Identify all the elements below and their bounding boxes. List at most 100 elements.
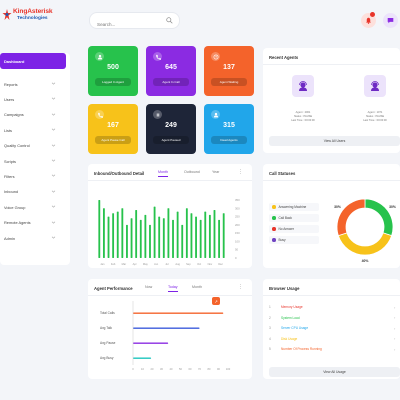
stat-label-button[interactable]: Agent Paused bbox=[153, 136, 189, 144]
agent-avatar[interactable] bbox=[364, 75, 386, 97]
stat-label-button[interactable]: Agent In Call bbox=[153, 78, 189, 86]
stat-label-button[interactable]: Logged In Agent bbox=[95, 78, 131, 86]
bar[interactable] bbox=[172, 219, 174, 258]
bar[interactable] bbox=[116, 211, 119, 258]
sidebar-item-dashboard[interactable]: Dashboard bbox=[0, 53, 66, 69]
stat-card-agent-in-call[interactable]: 645 Agent In Call bbox=[146, 46, 196, 96]
stat-label-button[interactable]: Agent Pause Call bbox=[95, 136, 131, 144]
messages-button[interactable] bbox=[383, 13, 398, 28]
x-tick-label: 0 bbox=[132, 367, 134, 371]
usage-row[interactable]: 3 Server CPU Usage › bbox=[269, 324, 400, 332]
bell-icon bbox=[366, 17, 371, 24]
usage-row[interactable]: 5 Number Of Process Running › bbox=[269, 345, 400, 353]
bar[interactable] bbox=[176, 211, 179, 258]
tab-now[interactable]: Now bbox=[145, 285, 153, 289]
sidebar-item-filters[interactable]: Filters bbox=[0, 170, 70, 182]
sidebar-item-campaigns[interactable]: Campaigns bbox=[0, 109, 70, 121]
bar[interactable] bbox=[181, 224, 184, 258]
agent-avatar[interactable] bbox=[292, 75, 314, 97]
bar[interactable] bbox=[102, 208, 105, 258]
bar[interactable] bbox=[213, 209, 216, 258]
perf-bar[interactable] bbox=[133, 312, 224, 314]
x-tick-label: Mar bbox=[122, 262, 127, 266]
sidebar-item-voice-group[interactable]: Voice Group bbox=[0, 201, 70, 213]
stat-card-agent-paused[interactable]: 249 Agent Paused bbox=[146, 104, 196, 154]
bar[interactable] bbox=[167, 208, 170, 258]
bar[interactable] bbox=[195, 216, 197, 258]
bar[interactable] bbox=[107, 216, 110, 258]
stat-card-agent-waiting[interactable]: 137 Agent Waiting bbox=[204, 46, 254, 96]
bar[interactable] bbox=[158, 216, 161, 258]
legend-item[interactable]: No Answer bbox=[269, 225, 319, 233]
bar[interactable] bbox=[222, 213, 225, 258]
legend-item[interactable]: Busy bbox=[269, 236, 319, 244]
perf-bar[interactable] bbox=[133, 357, 152, 359]
sidebar-item-lists[interactable]: Lists bbox=[0, 124, 70, 136]
legend-item[interactable]: Answering Machine bbox=[269, 203, 319, 211]
sidebar-item-reports[interactable]: Reports bbox=[0, 78, 70, 90]
chevron-right-icon: › bbox=[394, 325, 396, 331]
bar[interactable] bbox=[121, 208, 124, 258]
donut-slice[interactable] bbox=[336, 198, 366, 237]
tab-month[interactable]: Month bbox=[158, 170, 168, 174]
trend-icon[interactable]: ↗ bbox=[212, 297, 220, 305]
bar[interactable] bbox=[208, 214, 211, 258]
sidebar-item-scripts[interactable]: Scripts bbox=[0, 155, 70, 167]
x-tick-label: 20 bbox=[151, 367, 154, 371]
bar[interactable] bbox=[153, 206, 156, 258]
stat-value: 315 bbox=[223, 122, 235, 129]
usage-row[interactable]: 2 System Load › bbox=[269, 314, 400, 322]
sidebar-item-inbound[interactable]: Inbound bbox=[0, 186, 70, 198]
bar[interactable] bbox=[126, 224, 128, 258]
sidebar-item-remote-agents[interactable]: Remote Agents bbox=[0, 217, 70, 229]
bar[interactable] bbox=[130, 218, 133, 258]
donut-slice[interactable] bbox=[337, 232, 393, 256]
search-icon[interactable] bbox=[166, 17, 173, 24]
usage-number: 2 bbox=[269, 315, 271, 320]
more-options-icon[interactable]: ⋮ bbox=[238, 169, 243, 175]
stat-card-agent-pause-call[interactable]: 167 Agent Pause Call bbox=[88, 104, 138, 154]
bar[interactable] bbox=[112, 213, 115, 258]
sidebar-item-quality-control[interactable]: Quality Control bbox=[0, 140, 70, 152]
agent-last-time: Last Time : 00:00:00 bbox=[363, 119, 387, 122]
stat-card-dead-agents[interactable]: 315 Dead Agents bbox=[204, 104, 254, 154]
stat-card-logged-in-agent[interactable]: 500 Logged In Agent bbox=[88, 46, 138, 96]
perf-bar[interactable] bbox=[133, 342, 169, 344]
view-all-usage-button[interactable]: View All Usage bbox=[269, 367, 400, 377]
y-tick-label: 50 bbox=[235, 248, 239, 252]
stat-label-button[interactable]: Agent Waiting bbox=[211, 78, 247, 86]
sidebar-item-users[interactable]: Users bbox=[0, 93, 70, 105]
bar[interactable] bbox=[144, 214, 147, 258]
chevron-down-icon bbox=[51, 236, 56, 239]
bar[interactable] bbox=[218, 219, 221, 258]
tab-month[interactable]: Month bbox=[192, 285, 202, 289]
tab-today[interactable]: Today bbox=[168, 285, 178, 289]
bar[interactable] bbox=[162, 218, 165, 258]
sidebar-item-admin[interactable]: Admin bbox=[0, 232, 70, 244]
tab-outbound[interactable]: Outbound bbox=[184, 170, 200, 174]
bar[interactable] bbox=[149, 224, 151, 258]
bar[interactable] bbox=[98, 200, 101, 258]
bar[interactable] bbox=[204, 211, 207, 258]
usage-row[interactable]: 4 Disk Usage › bbox=[269, 335, 400, 343]
sidebar-item-label: Dashboard bbox=[4, 58, 25, 64]
bar[interactable] bbox=[139, 219, 142, 258]
stat-label-button[interactable]: Dead Agents bbox=[211, 136, 247, 144]
stat-value: 137 bbox=[223, 64, 235, 71]
brand-logo[interactable]: KingAsterisk Technologies bbox=[2, 8, 53, 22]
inbound-bar-chart: 350 300 250 200 150 100 50 0 Jan Feb Mar Apr May Jun J… bbox=[98, 198, 240, 266]
bar[interactable] bbox=[185, 208, 188, 258]
bar[interactable] bbox=[199, 219, 202, 258]
x-tick-label: 70 bbox=[198, 367, 201, 371]
view-all-users-button[interactable]: View All Users bbox=[269, 136, 400, 146]
bar[interactable] bbox=[135, 209, 138, 258]
usage-row[interactable]: 1 Memory Usage › bbox=[269, 303, 400, 311]
sidebar-item-label: Inbound bbox=[4, 189, 19, 195]
more-options-icon[interactable]: ⋮ bbox=[238, 284, 243, 290]
search-input[interactable] bbox=[90, 17, 160, 32]
bar[interactable] bbox=[190, 213, 193, 258]
legend-item[interactable]: Call Back bbox=[269, 214, 319, 222]
tab-year[interactable]: Year bbox=[212, 170, 220, 174]
perf-bar[interactable] bbox=[133, 327, 200, 329]
notification-badge bbox=[370, 12, 375, 17]
